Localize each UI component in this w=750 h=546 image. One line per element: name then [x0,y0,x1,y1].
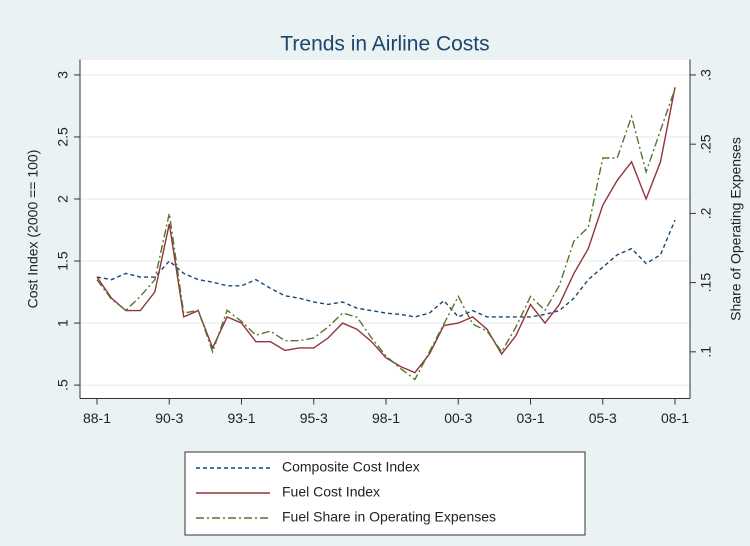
x-tick-label: 05-3 [589,410,617,426]
series-line [96,88,676,381]
y2-tick-label: .15 [698,273,714,293]
x-tick-label: 98-1 [372,410,400,426]
legend-label: Fuel Cost Index [282,484,380,500]
legend-label: Composite Cost Index [282,459,420,475]
x-tick-label: 93-1 [227,410,255,426]
y2-tick-label: .2 [698,207,714,219]
x-tick-label: 88-1 [83,410,111,426]
y-tick-label: 1 [55,319,71,327]
chart-title: Trends in Airline Costs [280,33,489,56]
x-tick-label: 08-1 [661,410,689,426]
x-tick-label: 95-3 [300,410,328,426]
y2-axis-title: Share of Operating Expenses [728,137,744,321]
plot-area [80,60,690,398]
y-tick-label: 1.5 [55,251,71,271]
y2-tick-label: .3 [698,69,714,81]
x-tick-label: 90-3 [155,410,183,426]
series-line [96,87,676,374]
y-tick-label: 2 [55,195,71,203]
y-tick-label: 3 [55,71,71,79]
y2-tick-label: .25 [698,134,714,154]
legend-label: Fuel Share in Operating Expenses [282,509,496,525]
y-tick-label: 2.5 [55,127,71,147]
x-tick-label: 03-1 [516,410,544,426]
x-tick-label: 00-3 [444,410,472,426]
y-tick-label: .5 [55,379,71,391]
y-axis-title: Cost Index (2000 == 100) [25,150,41,309]
y2-tick-label: .1 [698,346,714,358]
